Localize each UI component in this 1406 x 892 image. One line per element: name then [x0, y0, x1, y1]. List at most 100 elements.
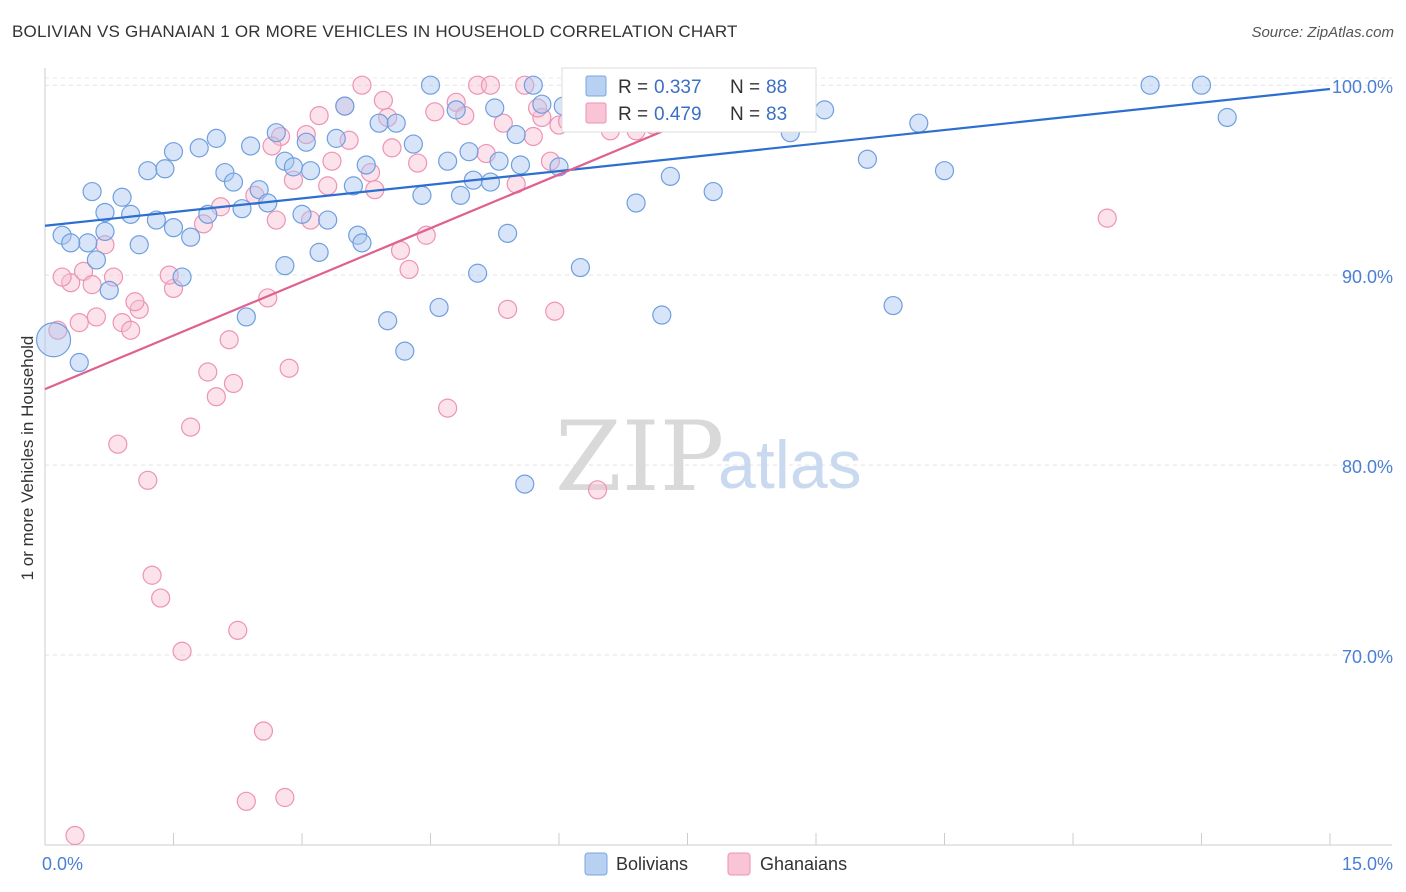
point-bolivians [112, 187, 132, 207]
x-tick-label-max: 15.0% [1342, 854, 1393, 874]
point-bolivians [934, 161, 955, 181]
point-bolivians [266, 123, 286, 143]
point-bolivians [1191, 75, 1212, 95]
trendline-bolivians [44, 87, 1331, 227]
point-bolivians [232, 199, 252, 219]
point-bolivians [438, 151, 458, 171]
point-bolivians [326, 128, 346, 148]
point-ghanaians [86, 307, 107, 327]
point-bolivians [857, 149, 878, 169]
point-bolivians [429, 297, 449, 318]
grid-lines [45, 77, 1392, 656]
point-bolivians [386, 113, 406, 133]
point-ghanaians [181, 417, 201, 437]
legend-swatch-bolivians [585, 75, 607, 97]
point-ghanaians [493, 113, 513, 133]
point-ghanaians [193, 214, 214, 234]
point-ghanaians [275, 787, 295, 808]
point-bolivians [296, 132, 316, 152]
point-bolivians [206, 128, 226, 148]
point-ghanaians [69, 313, 89, 333]
point-bolivians [660, 166, 680, 186]
legend-r-value-ghanaians: 0.479 [654, 104, 702, 125]
point-bolivians [626, 193, 646, 213]
point-ghanaians [296, 124, 316, 145]
point-bolivians [300, 161, 321, 181]
legend-n-label-bolivians: N = [730, 77, 760, 98]
point-ghanaians [82, 275, 102, 295]
point-bolivians [378, 311, 398, 331]
point-bolivians [99, 280, 119, 300]
point-bolivians [498, 223, 518, 243]
trendline-ghanaians [44, 84, 774, 391]
point-bolivians [356, 155, 376, 175]
legend-swatch-ghanaians [585, 102, 607, 124]
point-bolivians [343, 176, 363, 196]
point-bolivians [129, 235, 149, 255]
point-bolivians [318, 210, 338, 230]
point-ghanaians [142, 565, 162, 585]
stats-legend: R = 0.337 N = 88 R = 0.479 N = 83 [561, 67, 817, 133]
point-ghanaians [587, 480, 608, 500]
point-bolivians [652, 305, 672, 325]
point-bolivians [155, 159, 175, 179]
point-ghanaians [382, 138, 402, 158]
point-ghanaians [65, 825, 85, 846]
point-ghanaians [108, 434, 128, 454]
point-bolivians [283, 157, 304, 177]
point-bolivians [506, 124, 526, 145]
series-ghanaians-points [48, 75, 1117, 846]
point-bolivians [446, 100, 466, 120]
legend-r-label-bolivians: R = [618, 77, 648, 98]
x-tick-label-min: 0.0% [42, 854, 83, 874]
y-tick-label: 70.0% [1342, 647, 1393, 667]
point-bolivians [146, 210, 166, 230]
point-bolivians [532, 94, 552, 114]
point-bolivians [309, 242, 329, 262]
point-bolivians [95, 221, 115, 242]
point-bolivians [189, 138, 209, 158]
point-bolivians [523, 75, 543, 95]
point-ghanaians [138, 470, 158, 490]
point-ghanaians [95, 235, 115, 255]
point-ghanaians [318, 176, 338, 196]
watermark: ZIP atlas [555, 401, 862, 513]
point-ghanaians [523, 126, 543, 147]
point-bolivians [1217, 107, 1237, 128]
point-ghanaians [399, 259, 419, 280]
point-bolivians [181, 227, 201, 247]
point-bolivians [95, 202, 115, 223]
point-bolivians [352, 233, 372, 253]
legend-r-label-ghanaians: R = [618, 104, 648, 125]
point-bolivians [138, 161, 158, 181]
point-ghanaians [309, 105, 329, 126]
trend-lines [44, 84, 1331, 391]
bottom-legend-swatch-bolivians [584, 852, 608, 876]
point-bolivians [241, 136, 261, 156]
bottom-legend-label-bolivians: Bolivians [616, 854, 688, 874]
point-bolivians [78, 233, 98, 253]
point-bolivians [35, 322, 72, 358]
point-bolivians [223, 172, 244, 192]
point-ghanaians [125, 292, 145, 312]
point-ghanaians [253, 721, 274, 741]
point-bolivians [468, 263, 488, 283]
point-ghanaians [425, 102, 445, 122]
point-ghanaians [172, 641, 192, 661]
point-bolivians [403, 134, 423, 154]
point-bolivians [172, 267, 192, 287]
point-ghanaians [532, 107, 552, 128]
point-ghanaians [545, 301, 565, 321]
point-ghanaians [283, 170, 304, 190]
point-ghanaians [480, 75, 501, 95]
point-bolivians [69, 352, 89, 373]
series-legend: Bolivians Ghanaians [584, 852, 847, 876]
y-tick-label: 80.0% [1342, 457, 1393, 477]
point-bolivians [510, 155, 531, 175]
y-tick-label: 90.0% [1342, 267, 1393, 287]
point-bolivians [275, 256, 295, 276]
point-ghanaians [352, 75, 372, 95]
point-bolivians [292, 204, 312, 224]
watermark-atlas: atlas [718, 427, 862, 503]
point-bolivians [163, 142, 184, 162]
